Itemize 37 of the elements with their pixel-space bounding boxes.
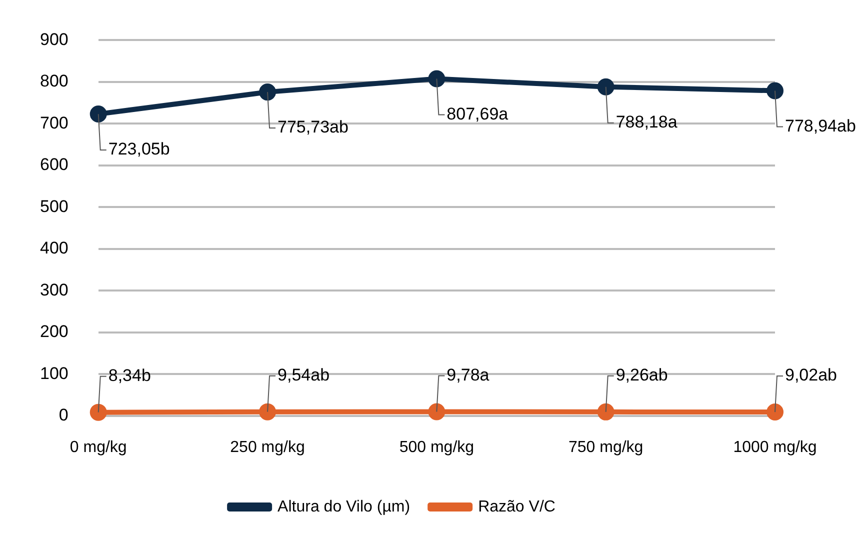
legend-label: Altura do Vilo (µm) [278, 498, 410, 516]
data-label: 9,26ab [616, 366, 668, 385]
point [90, 106, 107, 123]
point [428, 403, 446, 420]
point [597, 78, 614, 96]
data-label: 775,73ab [278, 118, 348, 137]
point [259, 84, 276, 101]
data-label: 807,69a [446, 104, 509, 124]
legend-label: Razão V/C [478, 498, 556, 516]
data-label: 788,18a [616, 112, 678, 132]
point [90, 404, 107, 421]
x-tick-label: 750 mg/kg [568, 438, 644, 456]
point [766, 82, 784, 100]
y-tick-label: 300 [40, 280, 68, 300]
point [597, 403, 614, 420]
y-tick-label: 100 [40, 364, 68, 383]
x-tick-label: 1000 mg/kg [733, 438, 817, 456]
y-tick-label: 400 [40, 238, 68, 258]
data-label: 9,02ab [785, 366, 837, 385]
y-tick-label: 900 [40, 30, 68, 49]
x-tick-label: 250 mg/kg [230, 438, 305, 456]
data-label: 778,94ab [785, 116, 856, 136]
y-tick-label: 600 [40, 155, 68, 174]
y-tick-label: 500 [40, 196, 68, 216]
point [259, 403, 276, 420]
x-tick-label: 500 mg/kg [399, 438, 474, 456]
data-label: 9,54ab [278, 366, 330, 385]
data-label: 8,34b [108, 366, 151, 386]
y-tick-label: 200 [40, 322, 68, 342]
y-tick-label: 800 [40, 72, 68, 91]
point [428, 70, 446, 88]
x-tick-label: 0 mg/kg [70, 438, 127, 456]
data-label: 723,05b [108, 140, 170, 159]
point [766, 404, 784, 421]
y-tick-label: 700 [40, 113, 68, 132]
data-label: 9,78a [446, 365, 490, 384]
y-tick-label: 0 [58, 405, 68, 424]
